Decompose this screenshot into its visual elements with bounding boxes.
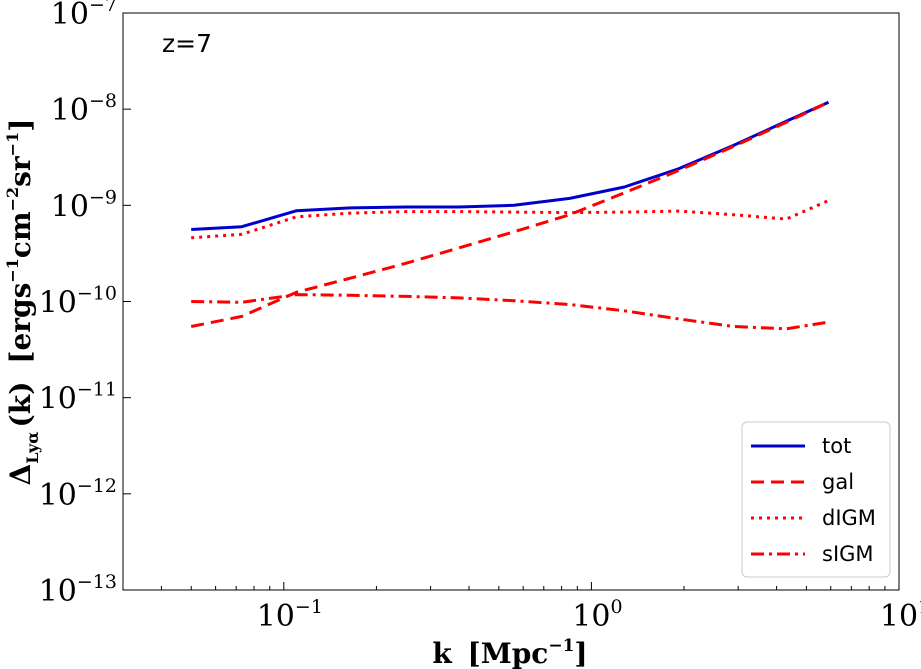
legend-label-sigm: sIGM <box>822 542 874 566</box>
y-axis-label-e1: −1 <box>3 258 22 283</box>
x-tick-label: 10−1 <box>257 596 323 634</box>
y-tick-label: 10−11 <box>39 379 117 417</box>
y-axis-label-unit-open: [ergs <box>4 283 37 364</box>
legend: tot gal dIGM sIGM <box>741 421 891 578</box>
y-axis-label-arg: (k) <box>4 382 37 428</box>
series-line-tot <box>191 100 830 231</box>
series-line-sigm <box>191 293 829 331</box>
x-tick-label: 100 <box>572 596 622 634</box>
legend-box <box>741 421 891 578</box>
x-axis-label-main: k <box>432 637 452 669</box>
y-tick-label: 10−10 <box>39 283 117 321</box>
minor-ticks <box>122 586 886 590</box>
x-axis-label-unit: [Mpc <box>467 637 548 669</box>
legend-label-tot: tot <box>822 434 851 458</box>
series-line-digm <box>191 199 830 240</box>
legend-label-gal: gal <box>822 470 854 494</box>
x-axis-label-exp: −1 <box>548 636 574 656</box>
y-axis-label-main: Δ <box>4 464 37 486</box>
y-tick-labels: 10−13 10−12 10−11 10−10 10−9 10−8 10−7 <box>39 0 117 609</box>
x-tick-labels: 10−1 100 101 <box>257 596 921 634</box>
x-axis-label-close: ] <box>574 637 587 669</box>
legend-label-digm: dIGM <box>822 506 876 530</box>
y-tick-label: 10−12 <box>39 475 117 513</box>
y-axis-label-u2: cm <box>4 211 37 258</box>
y-axis-label-e3: −1 <box>3 132 22 157</box>
major-ticks <box>123 12 900 591</box>
y-axis-label-sub: Lyα <box>23 431 42 463</box>
y-axis-label-u3: sr <box>4 155 37 187</box>
series-line-gal <box>190 100 830 328</box>
series-lines <box>190 100 830 331</box>
legend-items: tot gal dIGM sIGM <box>751 434 876 566</box>
y-tick-label: 10−13 <box>39 571 117 609</box>
y-axis-label-e2: −2 <box>3 187 22 212</box>
y-tick-label: 10−7 <box>51 0 117 32</box>
x-axis-label: k [Mpc−1] <box>432 636 587 669</box>
y-tick-label: 10−9 <box>51 186 117 224</box>
y-axis-label: ΔLyα(k) [ergs−1cm−2sr−1] <box>3 119 42 486</box>
x-tick-label: 101 <box>880 596 921 634</box>
redshift-annotation: z=7 <box>162 29 212 58</box>
y-axis-label-close: ] <box>4 119 37 132</box>
y-tick-label: 10−8 <box>51 90 117 128</box>
